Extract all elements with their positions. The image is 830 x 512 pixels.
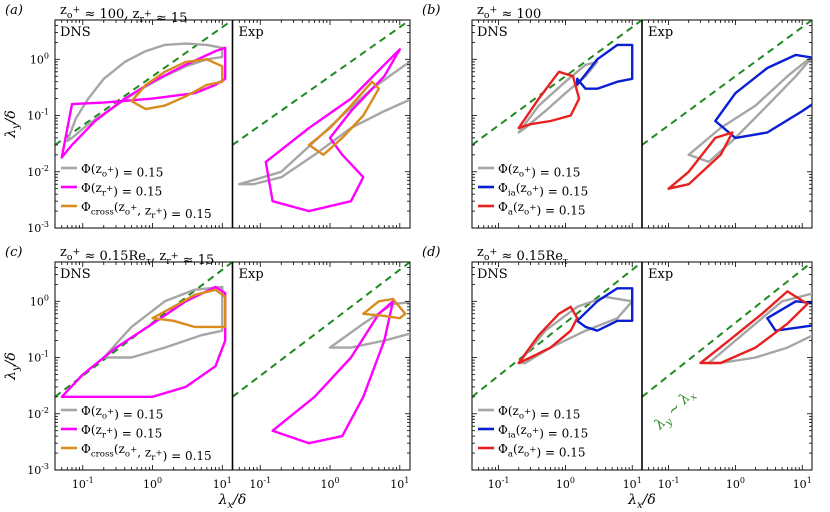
exp-label: Exp	[648, 267, 673, 282]
panel-label: (d)	[422, 245, 440, 260]
y-tick-label: 10-1	[27, 350, 49, 365]
y-tick-label: 100	[30, 51, 49, 66]
contour-dns-series-2	[60, 46, 227, 159]
y-axis-label: λy/δ	[3, 110, 22, 139]
contour-dns-series-3	[151, 288, 227, 329]
legend-entry: Φa(zo+) = 0.15	[498, 442, 586, 460]
contour-exp-series-3	[362, 297, 407, 320]
panel-a: 10-3 10-2 10-1 100 λy/δ (a) zo+ ≈ 100, zr+ ≈ 1…	[3, 3, 411, 235]
contour-exp-series-2	[264, 48, 401, 213]
contour-dns-series-3	[517, 305, 579, 365]
legend-entry: Φcross(zo+, zr+) = 0.15	[81, 200, 212, 221]
contour-dns-series-2	[576, 43, 634, 90]
plot-area	[55, 20, 410, 213]
panel-title: zo+ ≈ 100, zr+ ≈ 15	[60, 3, 187, 26]
reference-line-exp	[231, 262, 410, 398]
x-tick-label: 10-1	[658, 476, 680, 491]
reference-line-dns	[472, 262, 643, 398]
y-tick-label: 10-1	[27, 108, 49, 123]
x-tick-label: 100	[320, 476, 339, 491]
panel-label: (a)	[5, 3, 23, 18]
legend-entry: Φ(zr+) = 0.15	[81, 181, 162, 199]
y-tick-label: 10-3	[27, 462, 49, 477]
panel-b: (b) zo+ ≈ 100 DNS Exp Φ(zo+) = 0.15Φia(zo+) …	[422, 3, 813, 229]
panel-label: (c)	[5, 245, 22, 260]
y-tick-label: 10-2	[27, 164, 49, 179]
legend-entry: Φ(zr+) = 0.15	[81, 423, 162, 441]
contour-exp-series-3	[699, 290, 809, 365]
legend-entry: Φcross(zo+, zr+) = 0.15	[81, 442, 212, 463]
x-axis-label: λx/δ	[627, 492, 656, 511]
y-tick-label: 10-3	[27, 220, 49, 235]
legend-entry: Φ(zo+) = 0.15	[498, 162, 580, 180]
legend-entry: Φ(zo+) = 0.15	[81, 162, 163, 180]
x-tick-label: 101	[793, 476, 812, 491]
x-tick-label: 100	[556, 476, 575, 491]
contour-dns-series-1	[517, 295, 634, 365]
contour-exp-series-3	[307, 80, 380, 157]
contour-exp-series-3	[667, 131, 734, 190]
reference-line-exp	[231, 20, 410, 146]
legend-entry: Φa(zo+) = 0.15	[498, 200, 586, 218]
plot-area	[472, 20, 812, 190]
x-tick-label: 10-1	[72, 476, 94, 491]
panel-label: (b)	[422, 3, 440, 18]
x-tick-label: 100	[726, 476, 745, 491]
x-tick-label: 101	[390, 476, 409, 491]
y-axis-label: λy/δ	[3, 352, 22, 381]
contour-dns-series-1	[517, 60, 599, 134]
legend-entry: Φ(zo+) = 0.15	[498, 404, 580, 422]
contour-exp-series-1	[707, 292, 812, 365]
contour-dns-series-3	[517, 70, 581, 130]
dns-label: DNS	[477, 267, 508, 282]
x-tick-label: 101	[213, 476, 232, 491]
contour-dns-series-3	[130, 58, 224, 111]
legend-entry: Φ(zo+) = 0.15	[81, 404, 163, 422]
legend-entry: Φia(zo+) = 0.15	[498, 423, 588, 441]
legend-entry: Φia(zo+) = 0.15	[498, 181, 588, 199]
x-axis-label: λx/δ	[218, 492, 247, 511]
x-tick-label: 10-1	[488, 476, 510, 491]
contour-dns-series-2	[60, 285, 227, 398]
dns-label: DNS	[477, 25, 508, 40]
exp-label: Exp	[239, 25, 264, 40]
contour-dns-series-2	[576, 287, 634, 332]
panel-title: zo+ ≈ 0.15Reτ, zr+ ≈ 15	[60, 245, 214, 268]
reference-line-dns	[55, 20, 234, 146]
reference-line-exp	[641, 262, 812, 398]
exp-label: Exp	[648, 25, 673, 40]
contour-exp-series-2	[766, 300, 812, 332]
exp-label: Exp	[239, 267, 264, 282]
contour-exp-series-2	[271, 300, 395, 445]
plot-area	[55, 262, 410, 445]
dns-label: DNS	[60, 267, 91, 282]
contour-dns-series-1	[102, 285, 224, 359]
contour-exp-series-2	[714, 53, 812, 140]
y-tick-label: 10-2	[27, 406, 49, 421]
panel-title: zo+ ≈ 0.15Reτ	[477, 245, 568, 267]
dns-label: DNS	[60, 25, 91, 40]
contour-exp-series-1	[328, 301, 410, 349]
x-tick-label: 10-1	[249, 476, 271, 491]
x-tick-label: 101	[623, 476, 642, 491]
y-tick-label: 100	[30, 293, 49, 308]
x-tick-label: 100	[143, 476, 162, 491]
panel-title: zo+ ≈ 100	[477, 3, 541, 22]
plot-area	[472, 262, 812, 398]
